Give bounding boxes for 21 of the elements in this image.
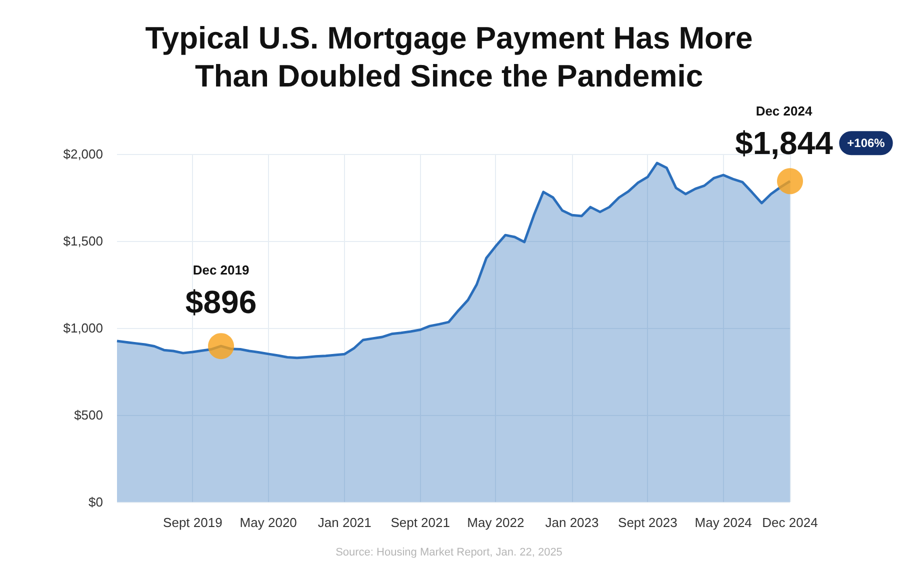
y-tick-label: $1,500	[63, 234, 103, 248]
y-tick-label: $2,000	[63, 146, 103, 162]
annotation: Dec 2019	[192, 262, 250, 278]
source-note: Source: Housing Market Report, Jan. 22, 2025	[336, 546, 562, 558]
x-tick-label: Dec 2024	[762, 515, 818, 530]
text: Dec 2024	[756, 104, 813, 119]
x-tick-label: Sept 2021	[390, 515, 450, 530]
x-tick-label: May 2022	[467, 515, 524, 530]
y-tick-label: $0	[88, 494, 103, 510]
x-tick-label: May 2024	[694, 515, 752, 530]
annotation: $1,844	[735, 125, 834, 162]
text: +106%	[847, 136, 886, 150]
x-tick-label: Jan 2023	[545, 515, 599, 530]
x-tick-label: Sept 2023	[618, 515, 678, 530]
y-tick-label: $500	[74, 408, 103, 422]
y-tick-label: $1,000	[63, 320, 103, 336]
x-tick-label: May 2020	[240, 515, 297, 530]
chart-title: Typical U.S. Mortgage Payment Has More Than Doubled Since the Pandemic	[145, 20, 753, 94]
x-tick-label: Jan 2021	[318, 515, 372, 530]
annotation: $896	[185, 284, 257, 320]
x-tick-label: Sept 2019	[163, 515, 222, 530]
